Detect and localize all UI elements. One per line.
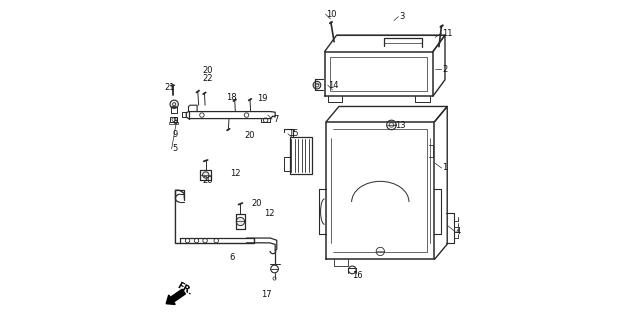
- Circle shape: [170, 100, 178, 108]
- Text: 11: 11: [442, 29, 453, 38]
- Text: 9: 9: [172, 130, 178, 139]
- Text: 4: 4: [456, 227, 461, 236]
- Bar: [290, 137, 312, 174]
- Text: 15: 15: [289, 129, 299, 138]
- Text: 1: 1: [442, 164, 448, 172]
- Circle shape: [236, 217, 244, 226]
- Circle shape: [202, 172, 209, 178]
- Text: 14: 14: [328, 81, 339, 90]
- Text: 10: 10: [326, 10, 336, 19]
- Text: 12: 12: [229, 169, 240, 178]
- Circle shape: [313, 81, 321, 89]
- Bar: [330, 57, 427, 91]
- Text: 22: 22: [203, 74, 214, 83]
- Circle shape: [387, 120, 396, 130]
- Text: 8: 8: [172, 117, 178, 126]
- Text: 17: 17: [261, 290, 272, 299]
- Text: 18: 18: [226, 93, 236, 102]
- FancyArrow shape: [166, 289, 185, 304]
- Text: 20: 20: [203, 66, 214, 75]
- Text: 13: 13: [394, 121, 405, 130]
- Text: 19: 19: [257, 94, 268, 103]
- Text: 20: 20: [203, 176, 214, 185]
- Text: 16: 16: [352, 271, 362, 280]
- Text: 2: 2: [442, 65, 448, 74]
- Text: 3: 3: [399, 12, 405, 21]
- Text: 7: 7: [273, 115, 278, 124]
- Text: 6: 6: [229, 253, 234, 262]
- Text: 5: 5: [172, 144, 178, 153]
- Text: FR.: FR.: [175, 281, 193, 297]
- Text: 12: 12: [264, 209, 275, 218]
- Bar: [170, 117, 178, 123]
- Text: 21: 21: [164, 83, 175, 92]
- Text: 20: 20: [251, 199, 262, 208]
- Bar: [169, 122, 178, 124]
- Text: 20: 20: [244, 131, 255, 140]
